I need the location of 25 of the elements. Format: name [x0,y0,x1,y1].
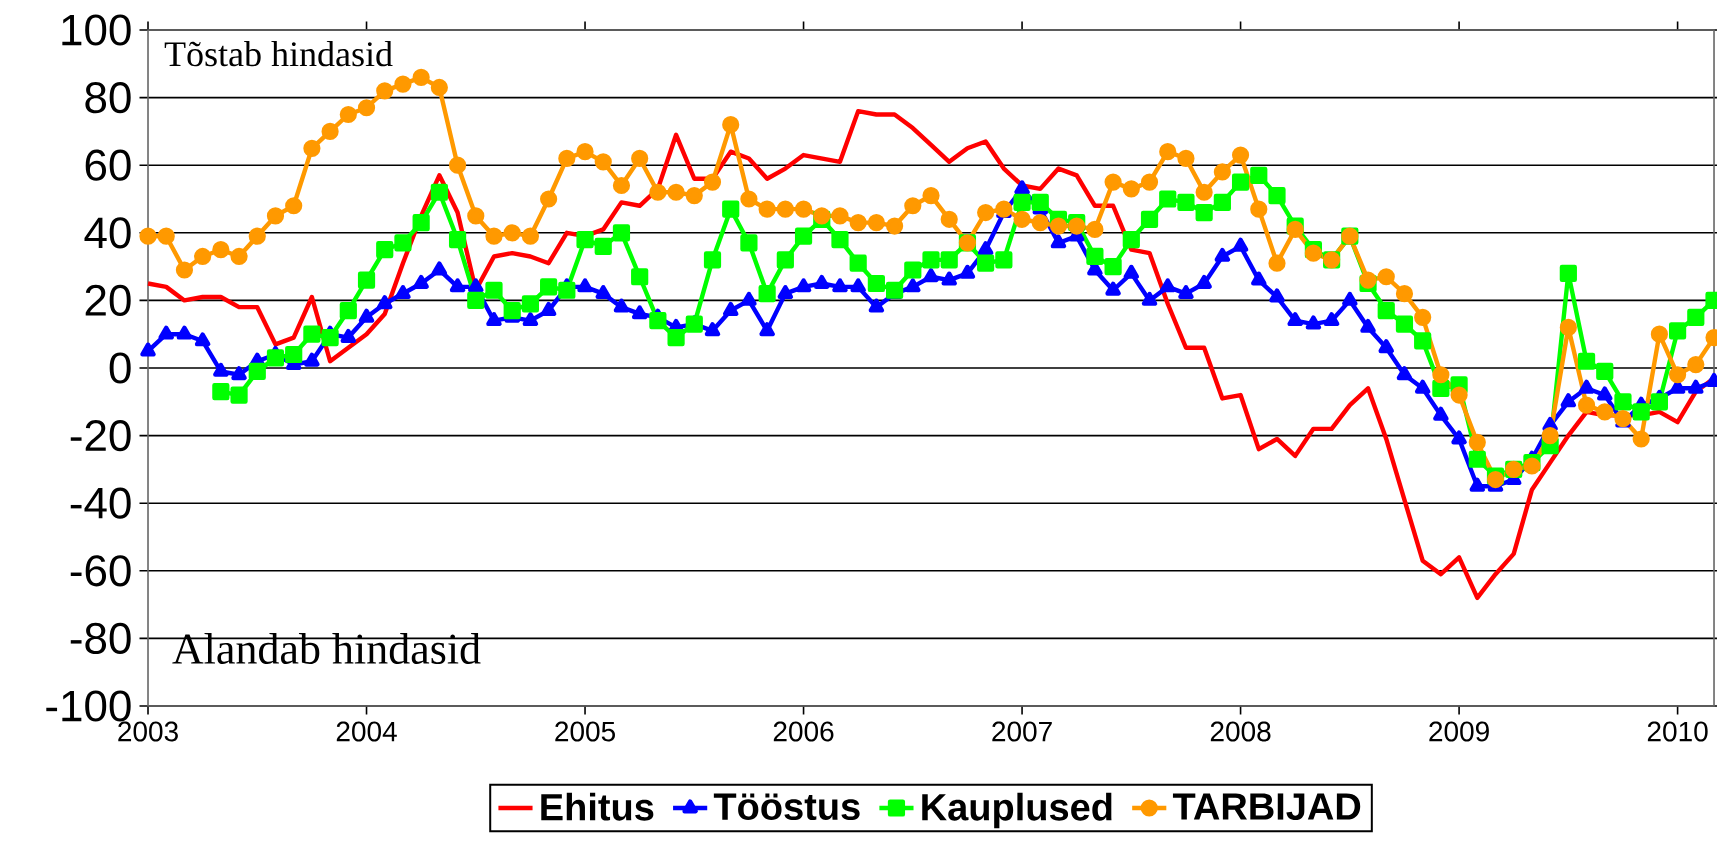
legend-label: Ehitus [541,792,654,821]
x-tick-label: 2007 [992,721,1052,742]
annotation: Alandab hindasid [172,633,481,665]
legend-label: Kauplused [922,792,1112,829]
y-tick-label: 40 [84,217,131,249]
x-tick-label: 2005 [555,721,615,742]
legend-label: Tööstus [713,793,860,821]
x-tick-label: 2010 [1647,721,1708,742]
legend-label: TARBIJAD [1172,793,1361,820]
y-tick-label: 100 [62,14,131,46]
y-tick-label: 80 [85,82,131,114]
x-tick-label: 2006 [773,721,834,742]
y-tick-label: -60 [70,555,131,587]
y-tick-label: -80 [70,622,131,654]
annotation: Tõstab hindasid [164,40,393,67]
y-tick-label: 60 [85,149,131,181]
y-tick-label: -20 [70,420,131,452]
x-tick-label: 2004 [336,721,397,742]
x-tick-label: 2008 [1210,721,1271,742]
y-tick-label: 0 [109,352,131,384]
y-tick-label: -40 [70,487,131,519]
x-tick-label: 2003 [118,721,178,742]
x-tick-label: 2009 [1429,721,1489,742]
y-tick-label: 20 [85,284,131,316]
y-tick-label: -100 [46,690,131,722]
